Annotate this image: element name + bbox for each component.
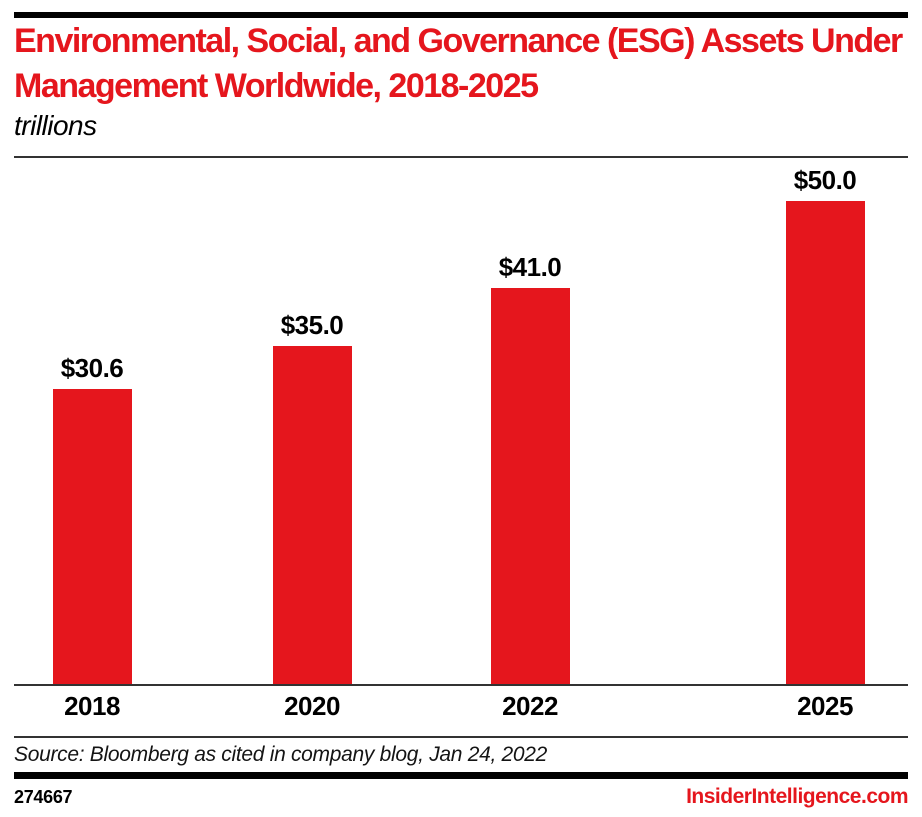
x-axis: 2018 2020 2022 2025 [0,691,922,725]
x-axis-line [14,684,908,686]
plot-area: $30.6 $35.0 $41.0 $50.0 [0,158,922,684]
x-axis-label-2022: 2022 [502,691,558,721]
footer: 274667 InsiderIntelligence.com [14,785,908,809]
brand-site-text: InsiderIntelligence.com [686,785,908,808]
bar-2025 [786,201,865,684]
x-axis-label-2025: 2025 [797,691,853,721]
source-rule [14,736,908,738]
chart-id: 274667 [14,787,73,807]
chart-subtitle: trillions [14,110,97,141]
source-text: Source: Bloomberg as cited in company bl… [14,743,548,766]
bar-value-label-2020: $35.0 [280,310,344,340]
bar-2022 [491,288,570,684]
x-axis-label-2020: 2020 [284,691,340,721]
bar-2020 [273,346,352,684]
top-rule [14,12,908,18]
chart-title: Environmental, Social, and Governance (E… [14,22,903,105]
bar-value-label-2018: $30.6 [60,353,124,383]
bar-2018 [53,389,132,684]
bar-value-label-2025: $50.0 [793,165,857,195]
plot-top-rule [14,156,908,158]
bottom-rule [14,772,908,779]
x-axis-label-2018: 2018 [64,691,120,721]
bar-value-label-2022: $41.0 [498,252,562,282]
